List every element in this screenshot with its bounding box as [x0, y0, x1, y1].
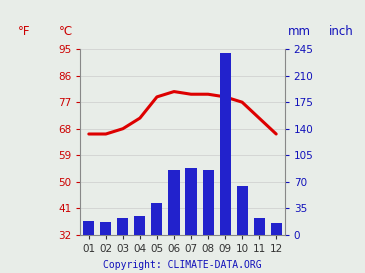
Bar: [151, 203, 162, 235]
Text: Copyright: CLIMATE-DATA.ORG: Copyright: CLIMATE-DATA.ORG: [103, 260, 262, 270]
Bar: [100, 222, 111, 235]
Bar: [237, 186, 247, 235]
Bar: [270, 223, 282, 235]
Text: °F: °F: [18, 25, 30, 38]
Bar: [83, 221, 94, 235]
Bar: [203, 170, 214, 235]
Bar: [134, 216, 145, 235]
Bar: [219, 53, 231, 235]
Bar: [254, 218, 265, 235]
Bar: [118, 218, 128, 235]
Text: °C: °C: [59, 25, 73, 38]
Text: mm: mm: [288, 25, 311, 38]
Bar: [168, 170, 180, 235]
Bar: [185, 168, 196, 235]
Text: inch: inch: [329, 25, 354, 38]
